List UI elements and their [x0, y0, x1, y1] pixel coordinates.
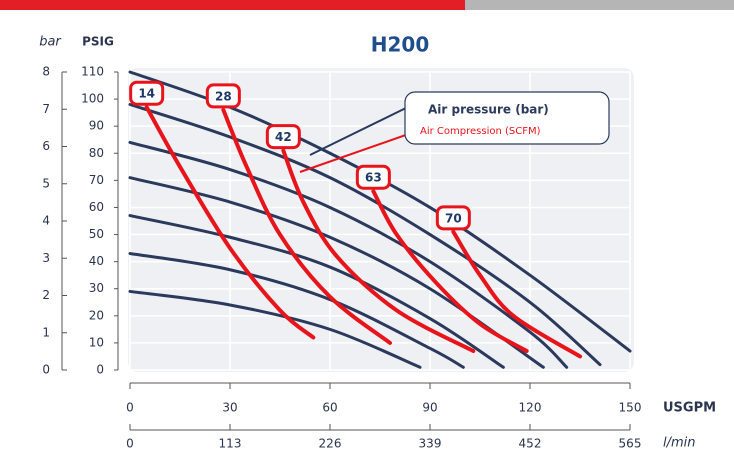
x2-tick-label: 339 — [419, 437, 442, 451]
y-axis-label: PSIG — [82, 35, 114, 49]
pressure-curve — [128, 214, 505, 369]
x-tick-label: 30 — [222, 401, 237, 415]
chart-title: H200 — [371, 33, 430, 57]
curve-label-box — [129, 80, 165, 106]
y-tick-label: 100 — [81, 92, 104, 106]
y-tick-label: 60 — [89, 200, 104, 214]
air-curve — [451, 229, 582, 359]
curve-label: 28 — [215, 89, 232, 103]
x-tick-label: 120 — [519, 401, 542, 415]
air-curve — [144, 105, 316, 340]
x2-tick-label: 452 — [519, 437, 542, 451]
legend-pointer — [309, 105, 411, 156]
x-tick-label: 60 — [322, 401, 337, 415]
legend-entry: Air Compression (SCFM) — [420, 126, 541, 137]
y2-tick-label: 2 — [42, 288, 50, 302]
legend-entry: Air pressure (bar) — [428, 103, 549, 117]
y2-tick-label: 4 — [42, 214, 50, 228]
y-tick-label: 70 — [89, 173, 104, 187]
y2-tick-label: 5 — [42, 176, 50, 190]
x2-tick-label: 0 — [126, 437, 134, 451]
y2-tick-label: 0 — [42, 363, 50, 377]
y-tick-label: 40 — [89, 254, 104, 268]
curve-label: 63 — [365, 171, 382, 185]
curve-label-box — [265, 124, 301, 150]
y2-axis-label: bar — [39, 35, 62, 50]
y2-tick-label: 1 — [42, 325, 50, 339]
header-bar — [0, 0, 465, 10]
y-tick-label: 50 — [89, 227, 104, 241]
x2-axis-label: l/min — [663, 436, 696, 451]
x-tick-label: 0 — [126, 401, 134, 415]
curve-label-box — [355, 164, 391, 190]
curve-label: 14 — [138, 87, 155, 101]
pressure-curve — [128, 289, 422, 369]
x2-tick-label: 113 — [219, 437, 242, 451]
y2-tick-label: 7 — [42, 102, 50, 116]
air-curve — [221, 107, 392, 345]
curve-label-box — [205, 83, 241, 109]
air-curve — [371, 189, 529, 354]
y-tick-label: 30 — [89, 281, 104, 295]
y-tick-label: 110 — [81, 65, 104, 79]
pressure-curve — [128, 103, 602, 367]
legend-pointer — [299, 129, 421, 173]
x-tick-label: 90 — [422, 401, 437, 415]
x-tick-label: 150 — [619, 401, 642, 415]
y-tick-label: 20 — [89, 308, 104, 322]
pressure-curve — [128, 252, 465, 369]
curve-label-box — [435, 205, 471, 231]
y2-tick-label: 6 — [42, 139, 50, 153]
curve-label: 70 — [445, 211, 462, 225]
x2-tick-label: 565 — [619, 437, 642, 451]
y-tick-label: 0 — [96, 363, 104, 377]
x2-tick-label: 226 — [319, 437, 342, 451]
x-axis-label: USGPM — [663, 401, 716, 416]
y2-tick-label: 3 — [42, 251, 50, 265]
y-tick-label: 90 — [89, 119, 104, 133]
pressure-curve — [128, 140, 569, 369]
y-tick-label: 80 — [89, 146, 104, 160]
legend-box — [404, 91, 610, 145]
curve-label: 42 — [275, 130, 292, 144]
header-bar — [465, 0, 734, 10]
air-curve — [281, 148, 476, 354]
y2-tick-label: 8 — [42, 65, 50, 79]
y-tick-label: 10 — [89, 335, 104, 349]
